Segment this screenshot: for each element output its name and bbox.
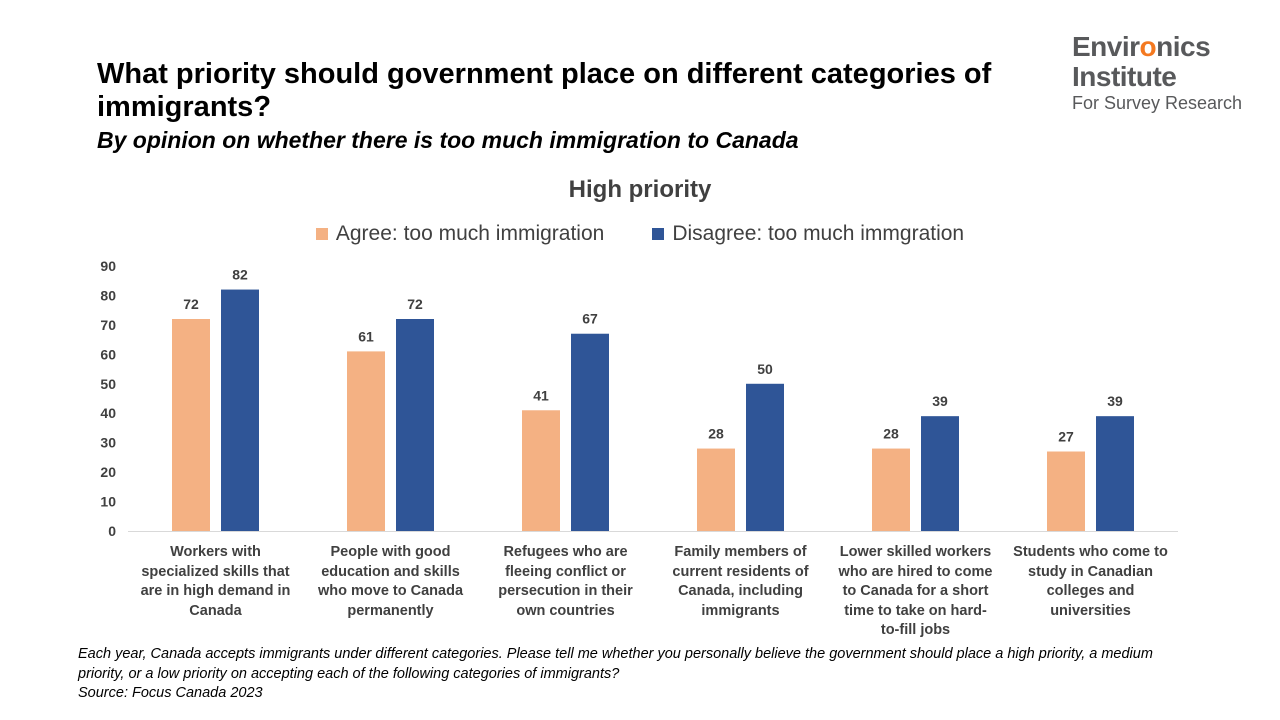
bar-agree bbox=[347, 351, 385, 531]
bar-disagree bbox=[1096, 416, 1134, 531]
data-label-disagree: 39 bbox=[1107, 393, 1123, 409]
y-tick-label: 10 bbox=[100, 494, 116, 510]
data-label-agree: 27 bbox=[1058, 429, 1074, 445]
bar-disagree bbox=[921, 416, 959, 531]
x-category-label-line: universities bbox=[1050, 602, 1131, 619]
legend-swatch-agree bbox=[315, 228, 328, 240]
x-category-label-line: Canada, including bbox=[678, 583, 803, 599]
footnote-question: Each year, Canada accepts immigrants und… bbox=[78, 646, 1153, 682]
data-label-agree: 72 bbox=[183, 296, 199, 312]
x-category-label-line: Canada bbox=[189, 602, 242, 619]
data-label-disagree: 39 bbox=[932, 393, 948, 409]
page-title: What priority should government place on… bbox=[97, 58, 992, 123]
y-tick-label: 80 bbox=[100, 287, 116, 303]
footnote-source: Source: Focus Canada 2023 bbox=[78, 685, 263, 701]
bar-chart: 0 10 20 30 40 50 60 70 80 90 72 82 61 72 41 67 28 50 28 39 2… bbox=[100, 258, 1178, 539]
x-category-label-line: to-fill jobs bbox=[880, 622, 951, 638]
data-label-disagree: 72 bbox=[407, 296, 423, 312]
bar-disagree bbox=[571, 333, 609, 531]
legend-label-agree: Agree: too much immigration bbox=[335, 222, 605, 245]
bar-disagree bbox=[396, 319, 434, 531]
x-category-label: Family members of current residents of Can… bbox=[655, 543, 827, 621]
environics-logo: Environics Institute For Survey Research bbox=[1072, 32, 1262, 114]
x-category-label-line: colleges and bbox=[1046, 583, 1135, 599]
data-label-agree: 61 bbox=[358, 328, 374, 344]
x-category-label-line: People with good bbox=[330, 544, 451, 560]
logo-line-1: Environics bbox=[1072, 31, 1211, 62]
x-category-label-line: permanently bbox=[347, 602, 434, 619]
x-category-label-line: specialized skills that bbox=[141, 563, 290, 580]
legend-label-disagree: Disagree: too much immgration bbox=[672, 222, 965, 245]
y-tick-label: 60 bbox=[100, 346, 116, 362]
x-category-label-line: time to take on hard- bbox=[844, 602, 987, 619]
y-tick-label: 40 bbox=[100, 405, 116, 421]
footnote: Each year, Canada accepts immigrants und… bbox=[78, 645, 1178, 704]
data-label-agree: 28 bbox=[708, 426, 724, 442]
x-category-label: Lower skilled workers who are hired to co… bbox=[830, 543, 1002, 641]
x-category-label: Students who come to study in Canadian col… bbox=[1005, 543, 1177, 621]
legend-item-disagree: Disagree: too much immgration bbox=[652, 222, 964, 246]
page-subtitle: By opinion on whether there is too much … bbox=[97, 127, 799, 153]
bar-disagree bbox=[221, 289, 259, 531]
bar-agree bbox=[697, 448, 735, 531]
y-tick-label: 90 bbox=[100, 258, 116, 274]
bar-agree bbox=[872, 448, 910, 531]
chart-title: High priority bbox=[568, 176, 712, 203]
data-label-disagree: 82 bbox=[232, 267, 248, 283]
x-category-label-line: Workers with bbox=[170, 544, 261, 560]
x-category-label-line: are in high demand in bbox=[140, 583, 291, 599]
y-tick-label: 20 bbox=[100, 464, 116, 480]
y-tick-label: 50 bbox=[100, 376, 116, 392]
chart-legend: Agree: too much immigration Disagree: to… bbox=[0, 222, 1280, 246]
bar-agree bbox=[522, 410, 560, 531]
x-category-label: People with good education and skills who … bbox=[305, 543, 477, 621]
x-category-label: Refugees who are fleeing conflict or perse… bbox=[480, 543, 652, 621]
y-tick-label: 30 bbox=[100, 435, 116, 451]
x-category-label-line: Lower skilled workers bbox=[839, 544, 992, 560]
x-category-label-line: Students who come to bbox=[1013, 544, 1168, 560]
x-category-label-line: to Canada for a short bbox=[842, 583, 989, 599]
x-category-label-line: own countries bbox=[516, 602, 615, 619]
y-tick-label: 0 bbox=[108, 523, 116, 539]
x-category-label-line: fleeing conflict or bbox=[505, 563, 626, 580]
x-category-label-line: persecution in their bbox=[498, 583, 633, 599]
x-category-label: Workers with specialized skills that are i… bbox=[130, 543, 302, 621]
bar-agree bbox=[1047, 451, 1085, 531]
data-label-disagree: 50 bbox=[757, 361, 773, 377]
x-category-label-line: current residents of bbox=[672, 563, 809, 580]
bar-agree bbox=[172, 319, 210, 531]
data-label-agree: 41 bbox=[533, 387, 549, 403]
x-category-label-line: Refugees who are bbox=[503, 544, 628, 560]
legend-swatch-disagree bbox=[652, 228, 665, 240]
x-category-label-line: education and skills bbox=[321, 563, 460, 580]
x-category-label-line: who move to Canada bbox=[317, 583, 464, 599]
y-tick-label: 70 bbox=[100, 317, 116, 333]
legend-item-agree: Agree: too much immigration bbox=[315, 222, 605, 246]
x-category-label-line: Family members of bbox=[674, 544, 807, 560]
data-label-disagree: 67 bbox=[582, 311, 598, 327]
bar-disagree bbox=[746, 383, 784, 531]
logo-line-3: For Survey Research bbox=[1072, 93, 1243, 113]
data-label-agree: 28 bbox=[883, 426, 899, 442]
logo-line-2: Institute bbox=[1072, 61, 1177, 92]
x-category-label-line: who are hired to come bbox=[838, 563, 993, 580]
x-category-label-line: immigrants bbox=[701, 602, 780, 619]
x-category-label-line: study in Canadian bbox=[1028, 563, 1153, 580]
